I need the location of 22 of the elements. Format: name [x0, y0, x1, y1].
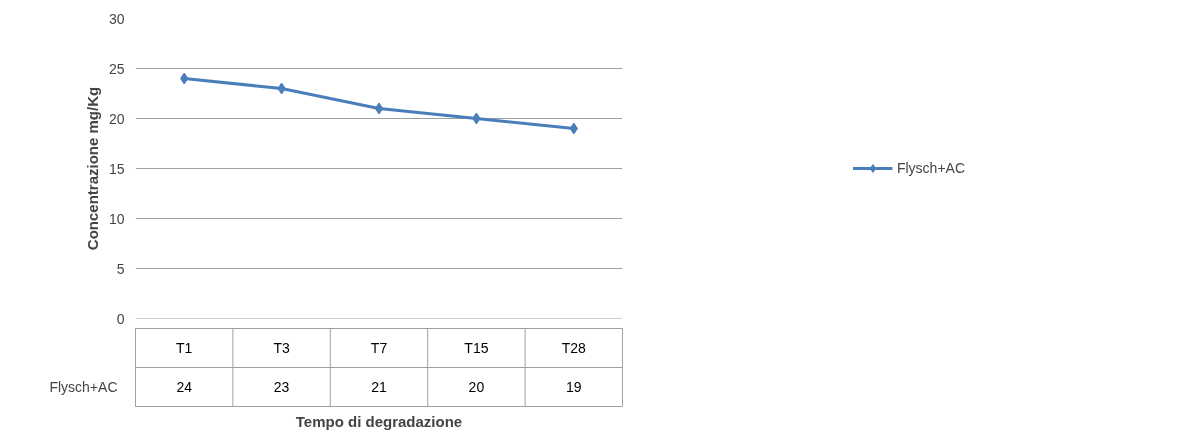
x-tick-label: T15: [464, 340, 489, 356]
x-tick-label: T28: [561, 340, 587, 356]
x-tick-label: T1: [176, 340, 193, 356]
y-tick-label: 15: [108, 160, 125, 177]
y-tick-label: 10: [108, 210, 125, 227]
x-tick-label: T7: [370, 340, 388, 356]
data-label: 19: [566, 379, 582, 395]
y-axis-title: Concentrazione mg/Kg: [83, 86, 101, 251]
x-tick-label: T3: [273, 340, 290, 356]
y-tick-label: 5: [116, 260, 125, 277]
data-label: 21: [371, 379, 387, 395]
text: Flysch+AC: [49, 379, 118, 395]
point: [374, 102, 384, 115]
y-tick-label: 0: [116, 310, 125, 327]
y-tick-label: 30: [108, 10, 125, 27]
y-tick-label: 25: [108, 60, 125, 77]
data-label: 24: [176, 379, 193, 395]
legend-label: Flysch+AC: [896, 160, 966, 176]
y-tick-label: 20: [108, 110, 125, 127]
data-label: 23: [273, 379, 290, 395]
data-label: 20: [468, 379, 485, 395]
x-axis-title: Tempo di degradazione: [295, 412, 463, 430]
